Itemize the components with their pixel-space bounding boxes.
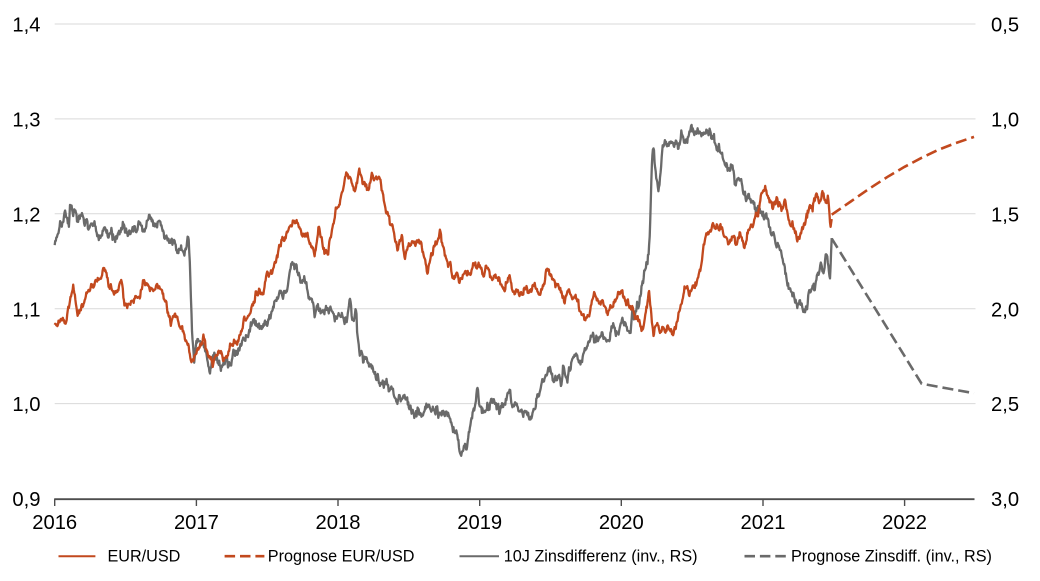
svg-text:10J Zinsdifferenz (inv., RS): 10J Zinsdifferenz (inv., RS)	[504, 548, 698, 566]
svg-text:2016: 2016	[32, 512, 77, 534]
svg-text:0,9: 0,9	[12, 489, 40, 511]
svg-text:0,5: 0,5	[991, 15, 1019, 37]
svg-text:1,5: 1,5	[991, 204, 1019, 226]
svg-text:3,0: 3,0	[991, 489, 1019, 511]
svg-text:1,0: 1,0	[12, 394, 40, 416]
svg-text:2017: 2017	[174, 512, 219, 534]
svg-text:2020: 2020	[599, 512, 644, 534]
svg-text:2018: 2018	[316, 512, 361, 534]
svg-text:1,2: 1,2	[12, 204, 40, 226]
svg-text:2021: 2021	[741, 512, 786, 534]
svg-text:2,5: 2,5	[991, 394, 1019, 416]
svg-text:2,0: 2,0	[991, 299, 1019, 321]
svg-text:1,1: 1,1	[12, 299, 40, 321]
svg-text:2019: 2019	[457, 512, 502, 534]
svg-text:1,3: 1,3	[12, 110, 40, 132]
svg-text:1,4: 1,4	[12, 15, 40, 37]
svg-text:EUR/USD: EUR/USD	[108, 548, 181, 566]
svg-text:Prognose Zinsdiff. (inv., RS): Prognose Zinsdiff. (inv., RS)	[791, 548, 992, 566]
svg-text:Prognose EUR/USD: Prognose EUR/USD	[268, 548, 415, 566]
svg-text:1,0: 1,0	[991, 110, 1019, 132]
svg-text:2022: 2022	[882, 512, 927, 534]
